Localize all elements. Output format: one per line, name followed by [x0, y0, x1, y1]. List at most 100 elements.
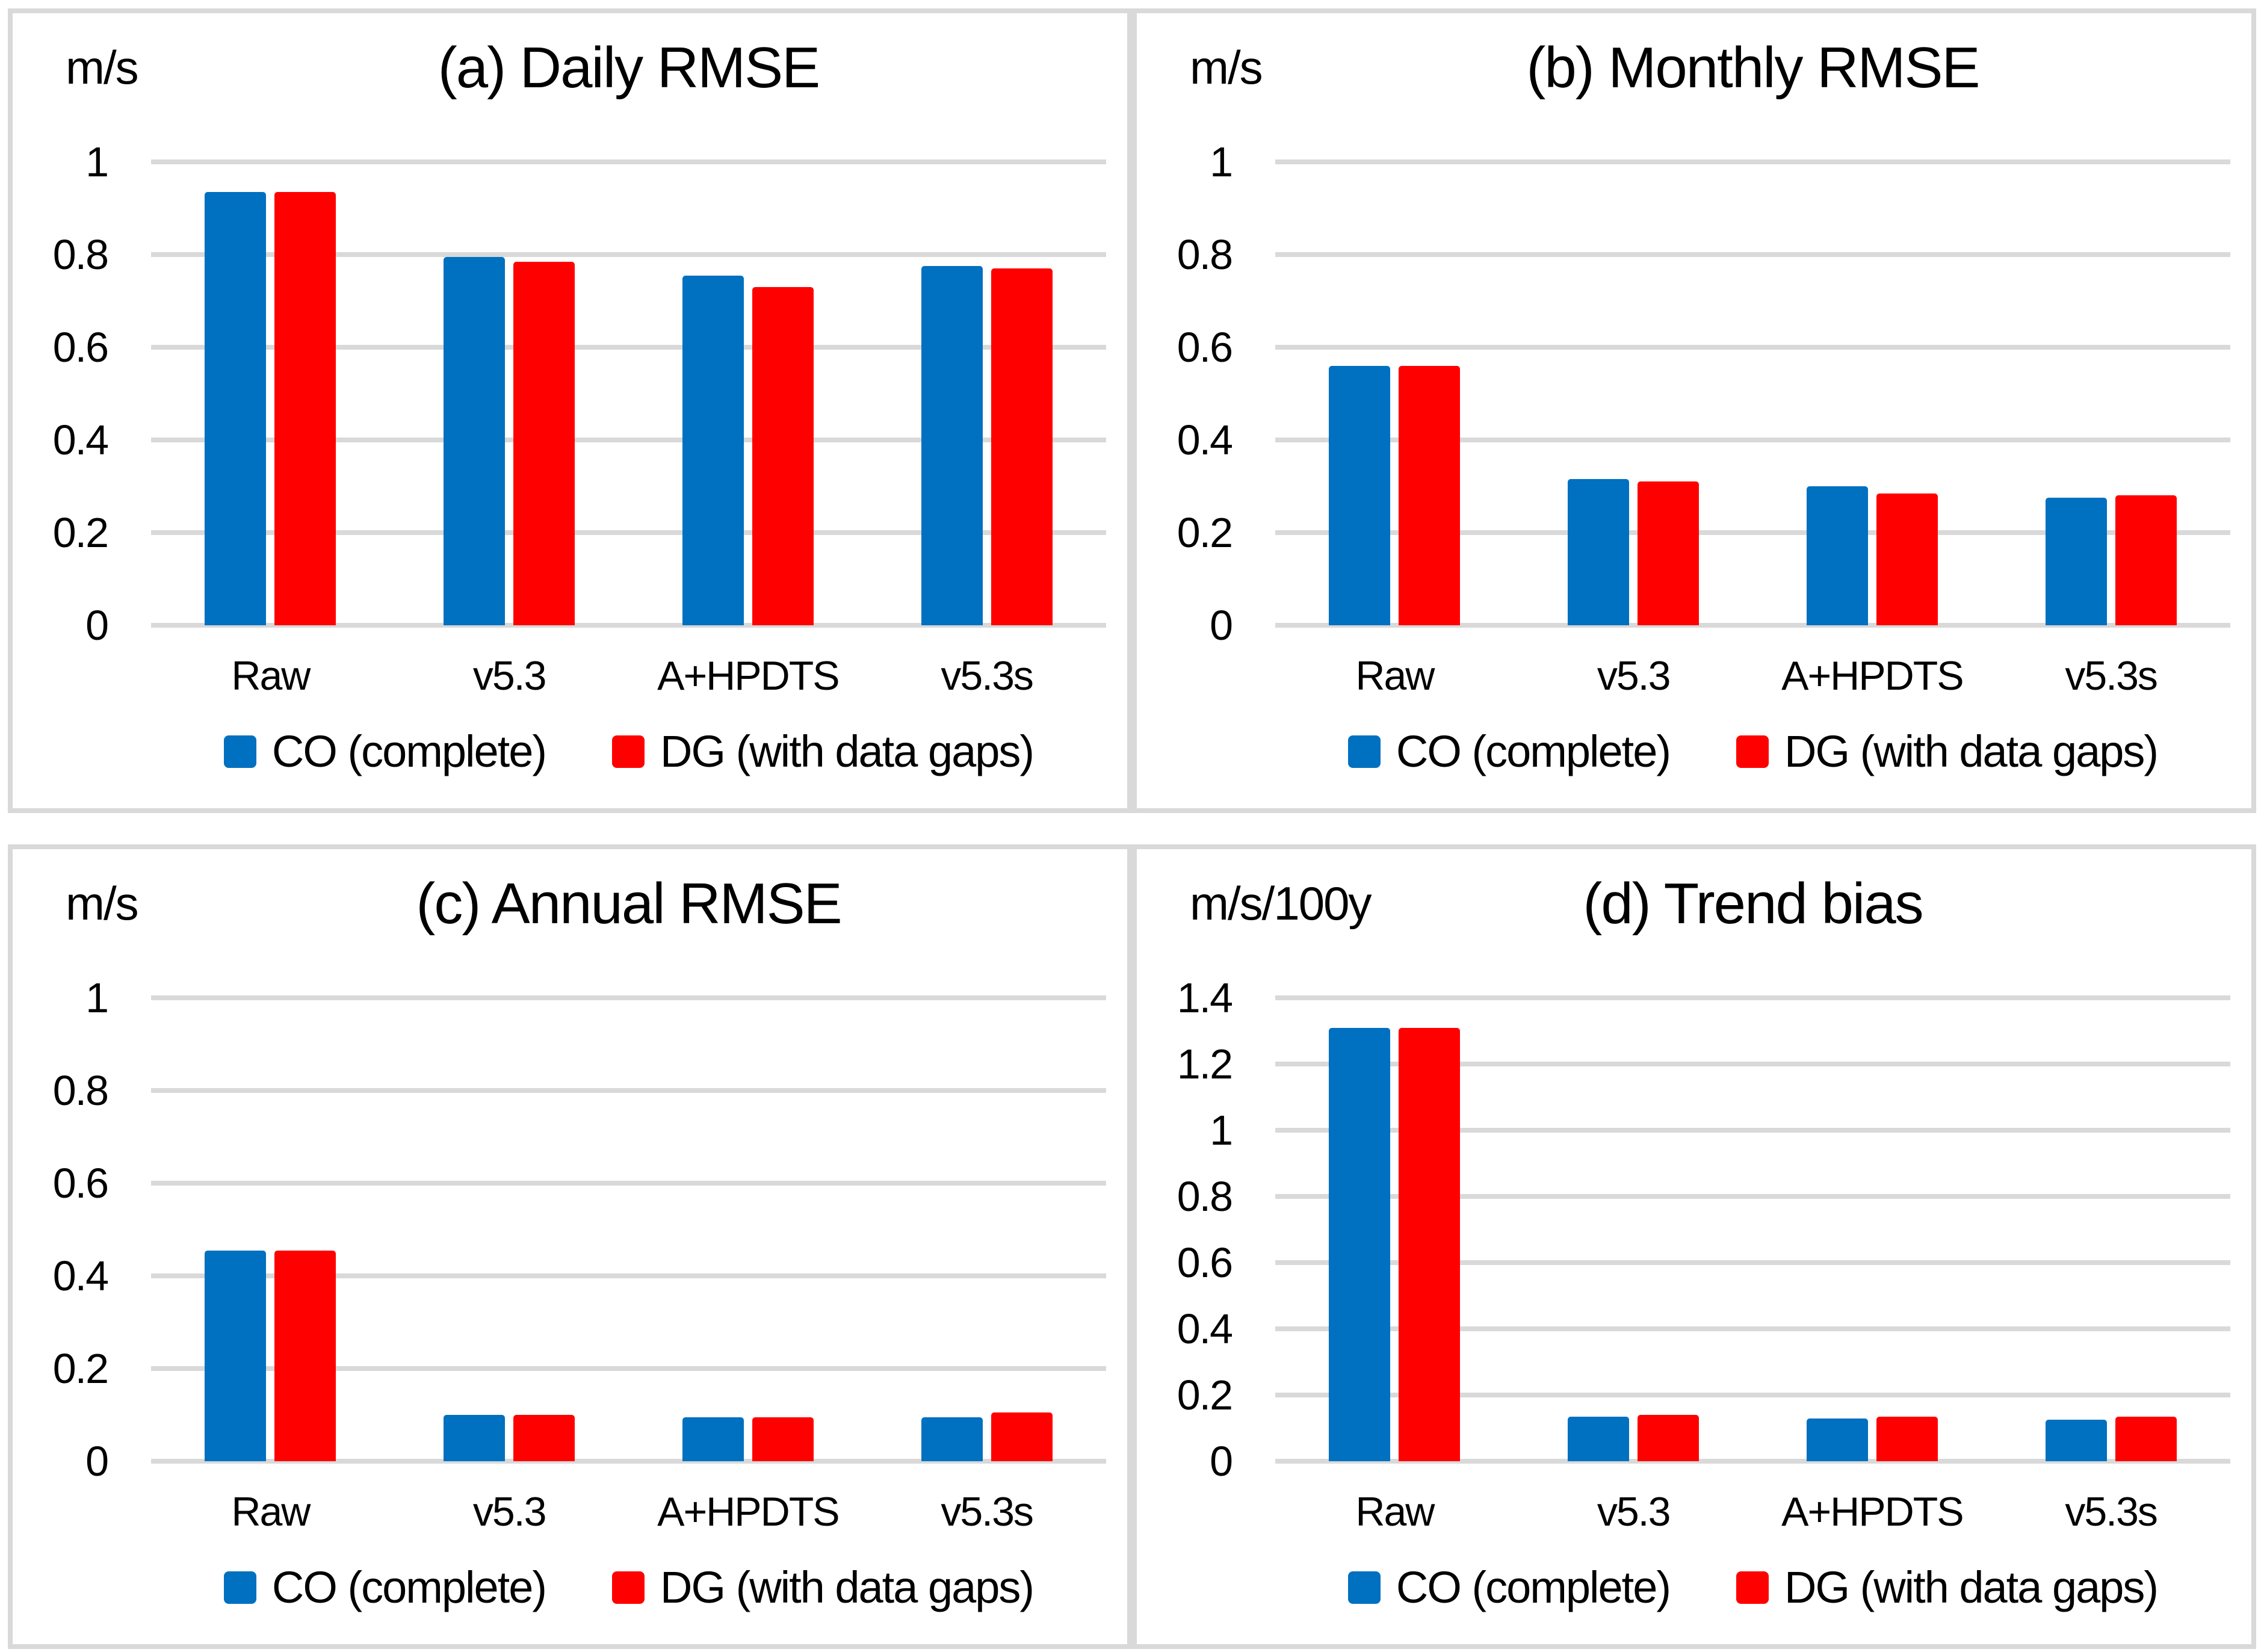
bar-group-v5-3: [1514, 998, 1753, 1461]
bar-group-raw: [1275, 998, 1514, 1461]
bar-group-raw: [151, 998, 390, 1461]
panel-c-annual-rmse: m/s (c) Annual RMSE 0 0.2 0.4 0.6 0.8 1 Raw v5…: [8, 844, 1132, 1649]
bar-dg-v5-3: [1638, 1415, 1700, 1461]
gridline-y-0-4: [1275, 438, 2230, 442]
legend: CO (complete) DG (with data gaps): [151, 1562, 1106, 1613]
bar-dg-a-hpdts: [752, 1417, 814, 1461]
bar-groups: [151, 162, 1106, 625]
x-axis-label-v5-3: v5.3: [1597, 1489, 1671, 1535]
legend-label-dg: DG (with data gaps): [1784, 726, 2159, 776]
gridline-y-0-8: [1275, 1194, 2230, 1199]
plot-box: [1275, 159, 2230, 628]
bar-dg-a-hpdts: [1876, 1416, 1938, 1461]
legend: CO (complete) DG (with data gaps): [1275, 726, 2230, 777]
bar-co-v5-3: [444, 1415, 506, 1461]
bar-co-raw: [205, 1250, 267, 1461]
y-axis-ticks: 0 0.2 0.4 0.6 0.8 1: [13, 977, 109, 1482]
y-tick-label-0-2: 0.2: [1177, 1372, 1233, 1418]
bar-dg-raw: [1399, 365, 1461, 625]
x-axis-labels: Raw v5.3 A+HPDTS v5.3s: [151, 652, 1106, 699]
legend: CO (complete) DG (with data gaps): [1275, 1562, 2230, 1613]
x-axis-label-raw: Raw: [231, 653, 311, 699]
y-tick-label-1-2: 1.2: [1177, 1041, 1233, 1087]
chart-title: (d) Trend bias: [1583, 871, 1923, 936]
bar-dg-raw: [274, 1250, 336, 1461]
bar-co-raw: [1329, 1027, 1391, 1461]
plot-box: [151, 159, 1106, 628]
legend-label-co: CO (complete): [271, 726, 547, 776]
y-tick-label-0-8: 0.8: [1177, 1173, 1233, 1220]
gridline-y-1: [1275, 1127, 2230, 1133]
legend-item-dg: DG (with data gaps): [1736, 1562, 2159, 1613]
bar-groups: [151, 998, 1106, 1461]
bar-co-raw: [205, 192, 267, 625]
bar-group-v5-3: [390, 998, 629, 1461]
x-axis-label-v5-3: v5.3: [1597, 653, 1671, 699]
y-tick-label-0-8: 0.8: [52, 1067, 109, 1114]
y-tick-label-0-4: 0.4: [1177, 1305, 1233, 1352]
bar-dg-v5-3s: [991, 1412, 1053, 1461]
gridline-y-0-6: [151, 345, 1106, 350]
bar-co-v5-3s: [921, 1417, 983, 1461]
legend-swatch-dg: [612, 1571, 645, 1604]
bar-co-v5-3: [1568, 479, 1630, 625]
x-axis-labels: Raw v5.3 A+HPDTS v5.3s: [1275, 652, 2230, 699]
bar-dg-v5-3s: [2115, 495, 2177, 625]
legend-label-co: CO (complete): [271, 1562, 547, 1612]
bar-group-v5-3s: [867, 162, 1106, 625]
gridline-y-0: [1275, 1459, 2230, 1464]
legend-swatch-co: [223, 735, 256, 768]
y-tick-label-0-2: 0.2: [1177, 509, 1233, 556]
x-axis-label-a-hpdts: A+HPDTS: [657, 653, 840, 699]
gridline-y-0-6: [151, 1181, 1106, 1186]
bar-co-a-hpdts: [1806, 486, 1868, 625]
gridline-y-0-8: [151, 1088, 1106, 1093]
bar-co-a-hpdts: [682, 1417, 744, 1461]
bar-group-a-hpdts: [629, 162, 868, 625]
legend-item-co: CO (complete): [1347, 1562, 1671, 1613]
bar-group-a-hpdts: [629, 998, 868, 1461]
bar-co-v5-3s: [2045, 498, 2107, 625]
bar-group-raw: [151, 162, 390, 625]
legend-item-dg: DG (with data gaps): [1736, 726, 2159, 777]
y-tick-label-0-6: 0.6: [52, 1160, 109, 1207]
plot-box: [151, 995, 1106, 1464]
x-axis-label-v5-3s: v5.3s: [941, 653, 1034, 699]
y-axis-unit-label: m/s: [1190, 41, 1263, 94]
y-tick-label-0: 0: [1210, 602, 1233, 649]
gridline-y-0-2: [151, 1366, 1106, 1371]
panel-d-trend-bias: m/s/100y (d) Trend bias 0 0.2 0.4 0.6 0.8 1 1.…: [1132, 844, 2256, 1649]
x-axis-label-raw: Raw: [1355, 1489, 1435, 1535]
x-axis-label-a-hpdts: A+HPDTS: [1781, 1489, 1964, 1535]
bar-dg-raw: [1399, 1027, 1461, 1461]
y-axis-ticks: 0 0.2 0.4 0.6 0.8 1: [1137, 141, 1233, 646]
y-tick-label-0-4: 0.4: [52, 416, 109, 463]
gridline-y-0-4: [1275, 1326, 2230, 1331]
chart-title: (b) Monthly RMSE: [1526, 36, 1980, 100]
gridline-y-0-8: [151, 252, 1106, 257]
x-axis-labels: Raw v5.3 A+HPDTS v5.3s: [151, 1488, 1106, 1535]
legend-label-co: CO (complete): [1396, 1562, 1671, 1612]
legend-swatch-co: [223, 1571, 256, 1604]
bar-group-v5-3s: [867, 998, 1106, 1461]
gridline-y-0-2: [151, 530, 1106, 535]
y-axis-unit-label: m/s: [66, 41, 139, 94]
y-tick-label-0: 0: [85, 1438, 109, 1485]
bar-co-v5-3: [444, 256, 506, 625]
x-axis-label-v5-3s: v5.3s: [2065, 653, 2158, 699]
legend-swatch-co: [1347, 1571, 1381, 1604]
legend-label-co: CO (complete): [1396, 726, 1671, 776]
x-axis-label-v5-3: v5.3: [472, 653, 547, 699]
gridline-y-1-4: [1275, 995, 2230, 1000]
x-axis-label-a-hpdts: A+HPDTS: [657, 1489, 840, 1535]
gridline-y-0: [151, 623, 1106, 628]
legend-item-dg: DG (with data gaps): [612, 726, 1035, 777]
bar-co-v5-3s: [2045, 1420, 2107, 1461]
bar-group-v5-3: [1514, 162, 1753, 625]
bar-co-raw: [1329, 365, 1391, 625]
legend-label-dg: DG (with data gaps): [1784, 1562, 2159, 1612]
x-axis-labels: Raw v5.3 A+HPDTS v5.3s: [1275, 1488, 2230, 1535]
legend-swatch-dg: [1736, 1571, 1769, 1604]
y-tick-label-0-6: 0.6: [1177, 324, 1233, 371]
x-axis-label-a-hpdts: A+HPDTS: [1781, 653, 1964, 699]
